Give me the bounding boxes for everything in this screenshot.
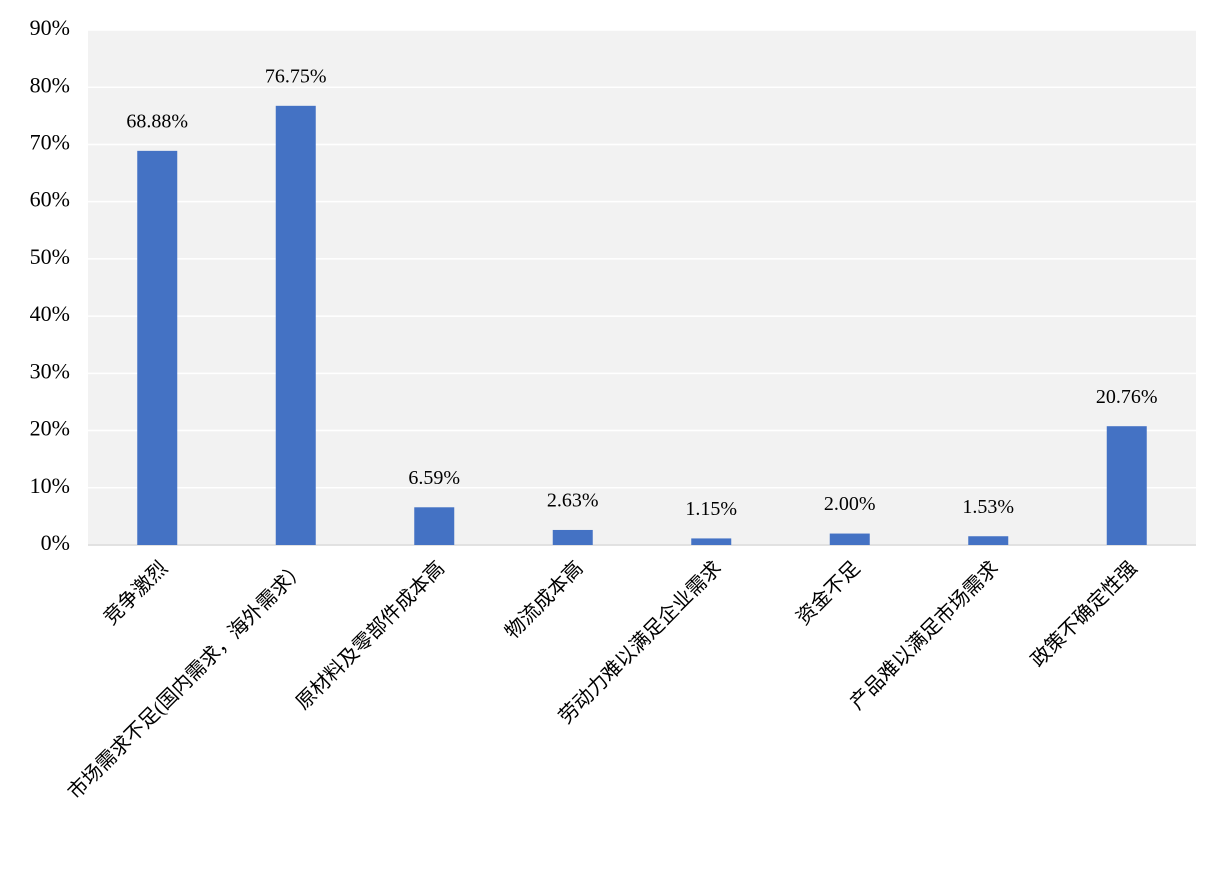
value-label: 2.63% [547, 490, 599, 512]
y-tick-label: 10% [30, 473, 70, 498]
bar [552, 529, 593, 545]
plot-area [88, 30, 1196, 545]
bar [275, 105, 316, 545]
y-tick-label: 40% [30, 301, 70, 326]
y-tick-label: 0% [41, 530, 70, 555]
x-tick-label: 竞争激烈 [99, 557, 172, 630]
x-tick-label: 劳动力难以满足企业需求 [554, 557, 726, 729]
y-tick-label: 90% [30, 15, 70, 40]
y-tick-label: 80% [30, 72, 70, 97]
value-label: 76.75% [265, 65, 327, 87]
y-tick-label: 70% [30, 129, 70, 154]
value-label: 1.53% [962, 496, 1014, 518]
value-label: 2.00% [824, 493, 876, 515]
x-tick-label: 政策不确定性强 [1026, 557, 1141, 672]
y-tick-label: 60% [30, 187, 70, 212]
bar [137, 150, 178, 545]
x-tick-label: 原材料及零部件成本高 [291, 557, 449, 715]
bar [691, 538, 732, 545]
bar [968, 536, 1009, 545]
y-tick-label: 50% [30, 244, 70, 269]
value-label: 20.76% [1096, 386, 1158, 408]
x-tick-label: 物流成本高 [501, 557, 588, 644]
bar [829, 533, 870, 545]
x-tick-label: 资金不足 [792, 557, 865, 630]
x-tick-label: 市场需求不足(国内需求，海外需求） [63, 557, 310, 804]
x-tick-label: 产品难以满足市场需求 [845, 557, 1003, 715]
y-tick-label: 20% [30, 416, 70, 441]
value-label: 68.88% [126, 110, 188, 132]
value-label: 6.59% [408, 467, 460, 489]
bar [414, 507, 455, 545]
y-tick-label: 30% [30, 358, 70, 383]
bar [1106, 426, 1147, 545]
value-label: 1.15% [685, 498, 737, 520]
